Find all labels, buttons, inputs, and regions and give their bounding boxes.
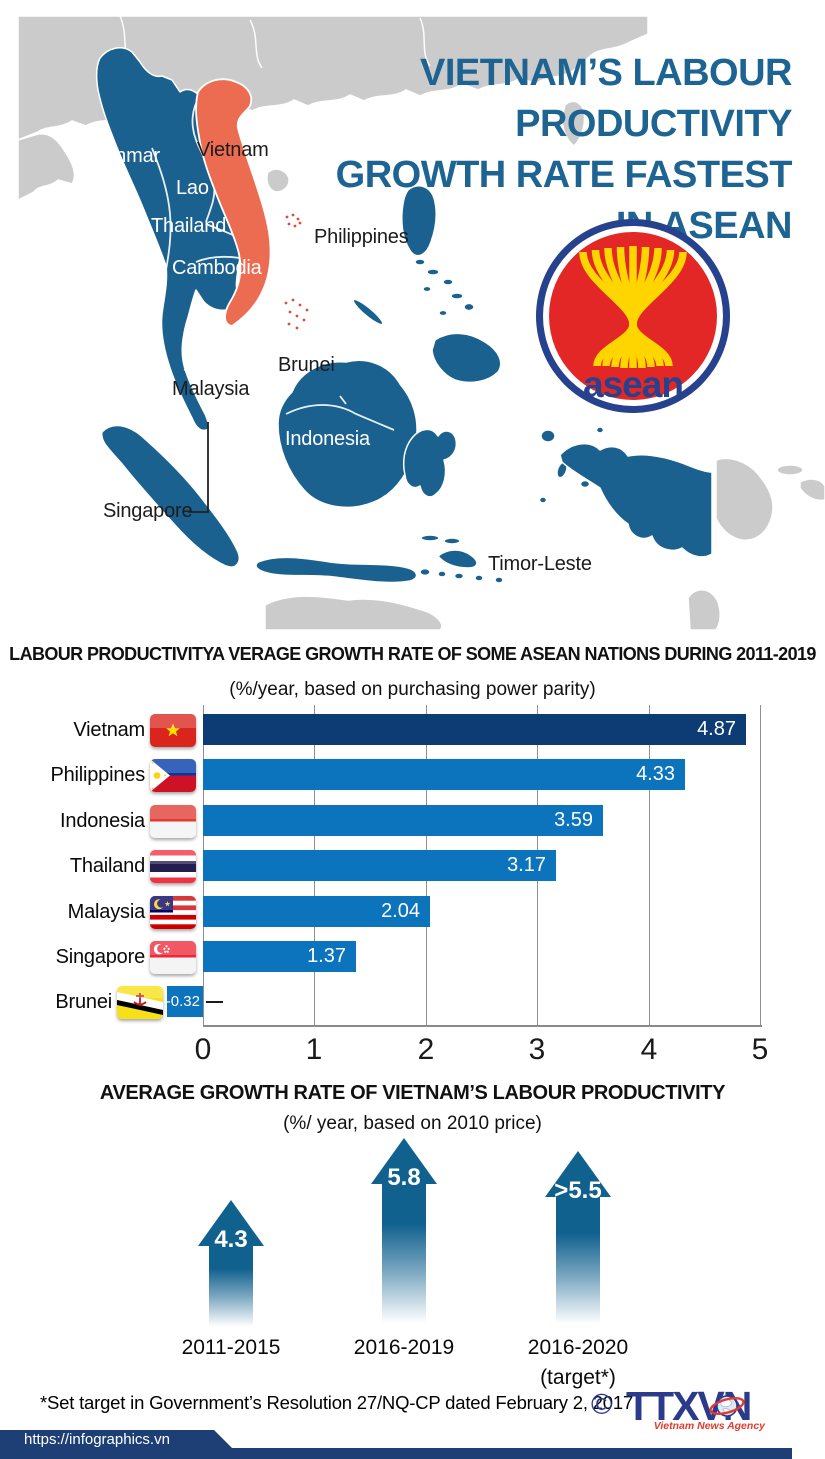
map-label-myanmar: Myanmar: [78, 145, 160, 167]
map-label-malaysia: Malaysia: [172, 378, 250, 400]
x-axis-tick-4: 4: [640, 1033, 658, 1066]
website-url-tab[interactable]: https://infographics.vn: [0, 1430, 233, 1449]
bar-label: Vietnam: [73, 719, 145, 741]
map-label-lao: Lao: [176, 177, 209, 199]
bar-row: Philippines 4.33: [0, 759, 825, 792]
gridline-1: [314, 705, 315, 1026]
map-label-brunei: Brunei: [278, 354, 335, 376]
singapore-flag-icon: [150, 941, 196, 974]
bar: 3.59: [203, 805, 603, 836]
map-label-indonesia: Indonesia: [285, 428, 370, 450]
bar-label: Indonesia: [60, 810, 145, 832]
thailand-flag-icon: [150, 850, 196, 883]
borneo-borders: [285, 395, 395, 431]
bar-row: Vietnam 4.87: [0, 714, 825, 747]
growth-arrow-shaft: [209, 1244, 253, 1332]
map-label-timor-leste: Timor-Leste: [488, 553, 592, 575]
page-title-line1: VIETNAM’S LABOUR PRODUCTIVITY: [420, 52, 793, 145]
arrow-chart-title: AVERAGE GROWTH RATE OF VIETNAM’S LABOUR …: [99, 1082, 726, 1104]
vietnam-shape: [195, 78, 272, 327]
bar-row: Brunei -0.32: [0, 986, 825, 1019]
bar-chart-title: LABOUR PRODUCTIVITYA VERAGE GROWTH RATE …: [9, 644, 816, 664]
indonesia-flag-icon: [150, 805, 196, 838]
bar-row: Malaysia 2.04: [0, 896, 825, 929]
bar-label: Brunei: [55, 991, 112, 1013]
growth-arrow-shaft: [382, 1182, 426, 1332]
gridline-4: [649, 705, 650, 1026]
map-label-singapore: Singapore: [103, 500, 193, 522]
asean-logo: asean: [533, 216, 733, 421]
arrow-value: >5.5: [554, 1177, 602, 1204]
gridline-0: [203, 705, 204, 1026]
bar: -0.32: [165, 986, 203, 1017]
bar: 3.17: [203, 850, 556, 881]
arrow-chart-subtitle: (%/ year, based on 2010 price): [283, 1113, 542, 1134]
bar-chart-subtitle: (%/year, based on purchasing power parit…: [229, 679, 596, 700]
period-label: 2011-2015: [181, 1336, 281, 1359]
bar-label: Thailand: [69, 855, 145, 877]
ttxvn-logo: TTXVN: [626, 1383, 786, 1435]
map-label-thailand: Thailand: [151, 215, 227, 237]
gridline-5: [760, 705, 761, 1026]
x-axis-tick-1: 1: [305, 1033, 323, 1066]
period-label: 2016-2020: [527, 1336, 629, 1359]
bar: 1.37: [203, 941, 356, 972]
bar-value: 4.33: [636, 763, 675, 785]
negative-value-dash: [206, 1001, 223, 1003]
x-axis-tick-5: 5: [751, 1033, 769, 1066]
bar-value: 1.37: [307, 945, 346, 967]
bar-value: 3.17: [507, 854, 546, 876]
malaysia-flag-icon: [150, 896, 196, 929]
bar-value: 2.04: [381, 900, 420, 922]
arrow-value: 5.8: [387, 1164, 421, 1191]
x-axis-line: [203, 1025, 762, 1027]
singapore-pointer-line: [188, 422, 209, 513]
bar-value: -0.32: [165, 993, 200, 1010]
gridline-2: [426, 705, 427, 1026]
copyright-icon: ©: [591, 1389, 613, 1421]
southeast-asia-map: [17, 15, 825, 630]
x-axis-tick-2: 2: [417, 1033, 435, 1066]
islands-asean: [101, 185, 713, 584]
bar-label: Malaysia: [67, 901, 146, 923]
bar: 4.87: [203, 714, 746, 745]
disputed-islands-dots: [284, 213, 309, 330]
philippines-flag-icon: [150, 759, 196, 792]
rice-stalks-icon: [579, 246, 687, 369]
bar-value: 4.87: [697, 718, 736, 740]
bar-row: Indonesia 3.59: [0, 805, 825, 838]
period-label: 2016-2019: [353, 1336, 455, 1359]
website-url[interactable]: https://infographics.vn: [24, 1431, 170, 1448]
x-axis-tick-0: 0: [194, 1033, 212, 1066]
agency-caption: Vietnam News Agency: [653, 1420, 765, 1432]
x-axis-tick-3: 3: [528, 1033, 546, 1066]
ttxvn-logo-graphic: TTXVN: [626, 1383, 752, 1429]
bar: 2.04: [203, 896, 430, 927]
globe-icon: [709, 1395, 745, 1417]
bar-row: Thailand 3.17: [0, 850, 825, 883]
asean-emblem-icon: asean: [536, 219, 730, 413]
bar-value: 3.59: [554, 809, 593, 831]
vietnam-flag-icon: [150, 714, 196, 747]
asean-logo-text: asean: [583, 364, 683, 405]
footnote: *Set target in Government’s Resolution 2…: [40, 1392, 634, 1413]
map-label-cambodia: Cambodia: [172, 257, 262, 279]
bar-label: Philippines: [50, 764, 145, 786]
period-sublabel: (target*): [540, 1366, 616, 1389]
page-title-line2: GROWTH RATE FASTEST: [335, 154, 793, 196]
map-label-vietnam: Vietnam: [197, 139, 269, 161]
brunei-flag-icon: [117, 986, 163, 1019]
gridline-3: [537, 705, 538, 1026]
growth-arrow-shaft: [556, 1195, 600, 1332]
arrow-value: 4.3: [214, 1226, 248, 1253]
bar: 4.33: [203, 759, 685, 790]
bar-label: Singapore: [55, 946, 146, 968]
bottom-bar: [0, 1448, 792, 1459]
map-label-philippines: Philippines: [314, 226, 409, 248]
bar-row: Singapore 1.37: [0, 941, 825, 974]
